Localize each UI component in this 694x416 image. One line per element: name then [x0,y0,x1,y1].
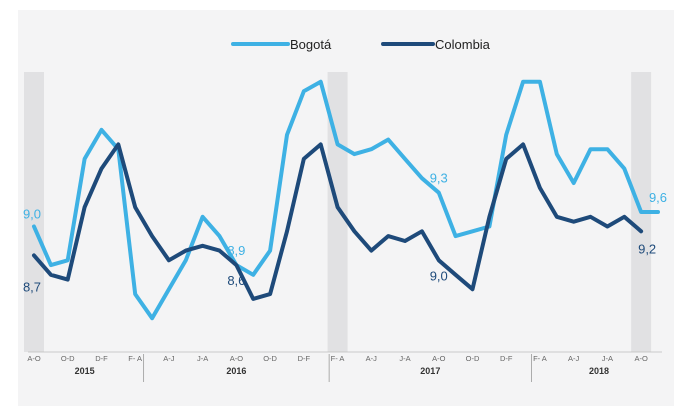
x-tick-label-5: J-A [197,354,208,363]
line-chart: Bogotá Colombia 9,0 8,7 8,9 8,6 9,3 9,0 9,6 9,2 A-… [23,37,667,382]
x-tick-label-1: O-D [61,354,75,363]
shade-band-1 [327,72,348,352]
x-tick-label-4: A-J [163,354,175,363]
data-label-colombia-7: 9,2 [638,241,656,256]
x-tick-label-10: A-J [366,354,378,363]
data-label-colombia-3: 8,6 [227,273,245,288]
data-label-bogota-6: 9,6 [649,190,667,205]
x-tick-label-17: J-A [602,354,613,363]
data-label-colombia-1: 8,7 [23,279,41,294]
year-label-2018: 2018 [589,366,609,376]
x-tick-label-8: D-F [298,354,311,363]
chart-container: Bogotá Colombia 9,0 8,7 8,9 8,6 9,3 9,0 9,6 9,2 A-… [18,10,674,406]
series-line-bogota [32,79,660,321]
x-tick-label-18: A-O [634,354,648,363]
year-label-2015: 2015 [75,366,95,376]
x-tick-label-2: D-F [95,354,108,363]
x-tick-label-12: A-O [432,354,446,363]
x-tick-label-7: O-D [263,354,277,363]
year-label-2016: 2016 [226,366,246,376]
x-tick-label-0: A-O [27,354,41,363]
legend-label-colombia: Colombia [435,37,491,52]
data-label-bogota-2: 8,9 [227,243,245,258]
year-label-2017: 2017 [420,366,440,376]
x-tick-label-11: J-A [399,354,410,363]
series-line-colombia [32,142,644,301]
legend-label-bogota: Bogotá [290,37,332,52]
x-tick-label-9: F- A [331,354,345,363]
shade-band-0 [24,72,44,352]
x-tick-label-13: O-D [466,354,480,363]
data-label-colombia-5: 9,0 [430,268,448,283]
data-label-bogota-4: 9,3 [430,171,448,186]
x-tick-label-3: F- A [128,354,142,363]
x-tick-label-14: D-F [500,354,513,363]
x-tick-label-15: F- A [533,354,547,363]
x-tick-label-16: A-J [568,354,580,363]
x-tick-label-6: A-O [230,354,244,363]
data-label-bogota-0: 9,0 [23,206,41,221]
